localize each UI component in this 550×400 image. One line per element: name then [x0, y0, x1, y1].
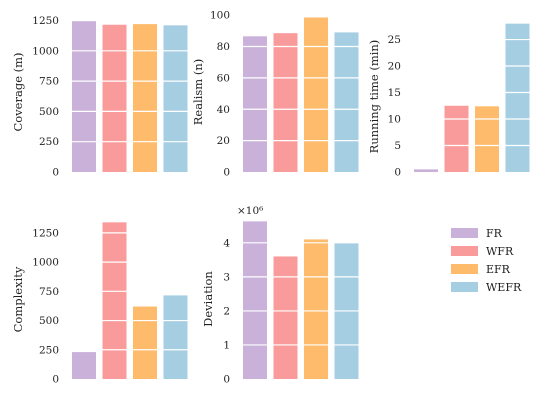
- y-tick-label: 0: [52, 374, 59, 386]
- bar-fr: [414, 169, 438, 172]
- bar-wfr: [273, 256, 298, 379]
- y-tick-label: 100: [210, 10, 230, 22]
- bar-efr: [304, 17, 328, 172]
- bar-fr: [243, 221, 267, 379]
- legend: FR WFR EFR WEFR: [451, 227, 522, 294]
- y-tick-label: 250: [39, 344, 59, 356]
- y-tick-label: 20: [217, 135, 230, 147]
- y-tick-label: 4: [223, 237, 230, 249]
- y-tick-label: 20: [388, 61, 401, 73]
- y-axis-label: Complexity: [11, 266, 25, 332]
- subplot-2: 0 20 40 60 80 100 Realism (n): [191, 10, 361, 179]
- y-tick-label: 500: [39, 106, 59, 118]
- bar-wefr: [334, 32, 359, 173]
- y-tick-label: 3: [223, 271, 230, 283]
- axis-scale-label: ×10⁶: [237, 205, 263, 217]
- y-tick-label: 0: [223, 374, 230, 386]
- y-tick-label: 5: [394, 140, 401, 152]
- y-axis-label: Running time (min): [367, 40, 381, 154]
- y-tick-label: 500: [39, 315, 59, 327]
- y-tick-label: 2: [223, 305, 230, 317]
- bar-fr: [72, 21, 96, 172]
- legend-swatch-efr: [451, 264, 478, 274]
- y-tick-label: 750: [39, 76, 59, 88]
- bar-fr: [72, 352, 96, 379]
- legend-label-wefr: WEFR: [486, 281, 522, 294]
- bar-wefr: [505, 23, 530, 172]
- bar-wefr: [163, 295, 188, 379]
- y-tick-label: 0: [52, 167, 59, 179]
- bar-efr: [133, 24, 157, 172]
- subplot-3: 0 5 10 15 20 25 Running time (min): [367, 23, 532, 179]
- bar-wefr: [163, 25, 188, 173]
- y-tick-label: 80: [217, 41, 230, 53]
- bar-efr: [304, 239, 328, 379]
- y-tick-label: 15: [388, 87, 401, 99]
- bar-wfr: [273, 33, 298, 173]
- y-tick-label: 60: [217, 72, 230, 84]
- bar-wfr: [444, 105, 469, 172]
- y-tick-label: 0: [223, 167, 230, 179]
- y-tick-label: 1250: [32, 227, 59, 239]
- y-axis-label: Deviation: [201, 271, 215, 327]
- y-tick-label: 1250: [32, 15, 59, 27]
- y-tick-label: 1000: [32, 257, 59, 269]
- bar-efr: [133, 306, 157, 379]
- bar-wfr: [102, 222, 127, 379]
- y-tick-label: 10: [388, 114, 401, 126]
- legend-swatch-wefr: [451, 282, 478, 292]
- legend-swatch-fr: [451, 228, 478, 238]
- y-tick-label: 1: [223, 339, 230, 351]
- legend-swatch-wfr: [451, 246, 478, 256]
- y-axis-label: Realism (n): [191, 59, 205, 126]
- y-tick-label: 40: [217, 104, 230, 116]
- bar-wfr: [102, 24, 127, 173]
- legend-label-efr: EFR: [486, 263, 511, 276]
- y-tick-label: 250: [39, 136, 59, 148]
- legend-label-fr: FR: [486, 227, 503, 240]
- subplot-5: 0 1 2 3 4 Deviation ×10⁶: [201, 205, 361, 386]
- subplot-1: 0 250 500 750 1000 1250 Coverage (m): [11, 15, 190, 179]
- y-tick-label: 25: [388, 34, 401, 46]
- y-tick-label: 1000: [32, 45, 59, 57]
- bar-efr: [475, 106, 499, 172]
- legend-label-wfr: WFR: [486, 245, 514, 258]
- y-axis-label: Coverage (m): [11, 52, 25, 131]
- y-tick-label: 0: [394, 167, 401, 179]
- subplot-4: 0 250 500 750 1000 1250 Complexity: [11, 222, 190, 386]
- bar-fr: [243, 36, 267, 173]
- y-tick-label: 750: [39, 286, 59, 298]
